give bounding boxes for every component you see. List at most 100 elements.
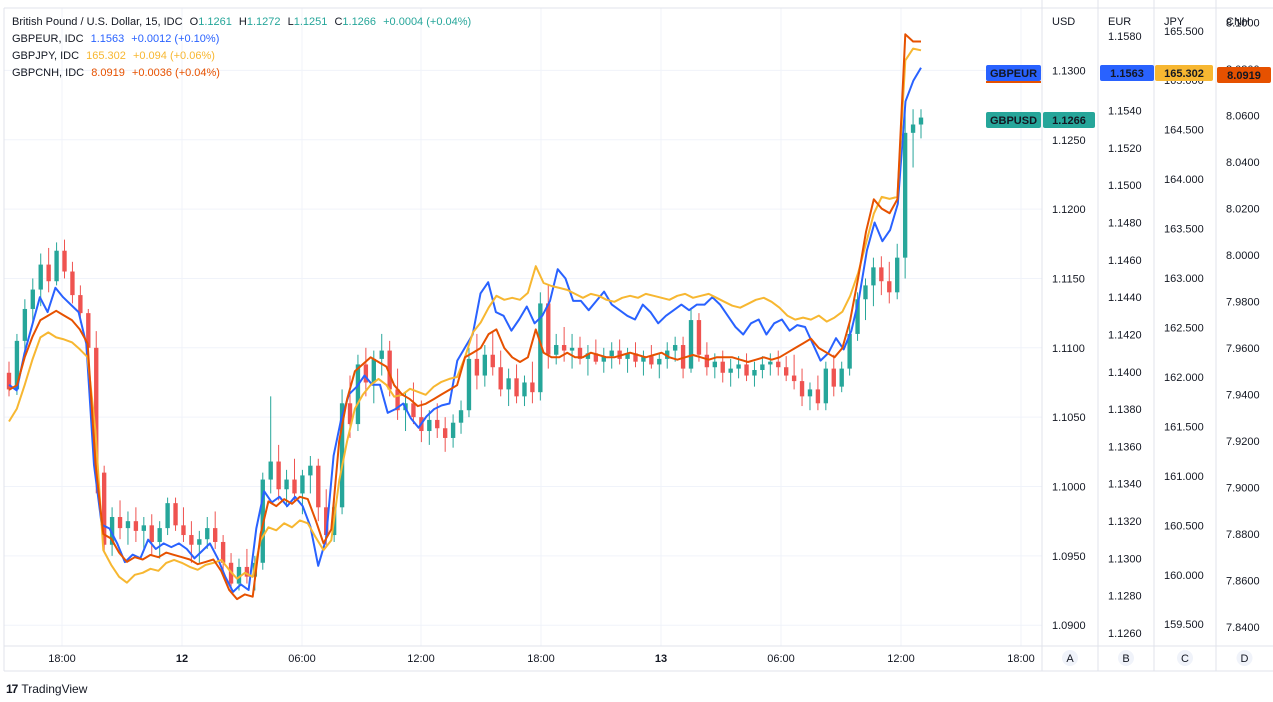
- legend-low-label: L: [287, 16, 294, 28]
- candle-body: [696, 320, 702, 355]
- candle-body: [649, 356, 654, 365]
- candle-body: [910, 124, 916, 133]
- axis-tick-label: 1.1460: [1108, 255, 1142, 267]
- candle-body: [133, 521, 139, 531]
- candle-body: [506, 378, 511, 390]
- candle-body: [213, 528, 218, 542]
- candle-body: [14, 340, 20, 390]
- legend-open-label: O: [189, 16, 199, 28]
- candle-body: [561, 345, 567, 351]
- legend-open-value: 1.1261: [198, 16, 232, 28]
- axis-tick-label: 1.1000: [1052, 482, 1086, 494]
- candle-body: [863, 285, 868, 300]
- candle-body: [149, 525, 154, 542]
- candle-body: [292, 479, 297, 494]
- time-tick-label: 06:00: [288, 653, 316, 665]
- legend-gbpcnh-value: 8.0919: [91, 67, 125, 79]
- axis-tick-label: 8.0000: [1226, 250, 1260, 262]
- legend-row-gbpeur[interactable]: GBPEUR, IDC 1.1563 +0.0012 (+0.10%): [12, 31, 475, 48]
- candle-body: [554, 345, 559, 355]
- axis-header-usd: USD: [1052, 16, 1075, 28]
- legend-row-gbpcnh[interactable]: GBPCNH, IDC 8.0919 +0.0036 (+0.04%): [12, 65, 475, 82]
- legend-gbpcnh-name: GBPCNH, IDC: [12, 67, 85, 79]
- candle-body: [387, 350, 392, 390]
- candle-body: [458, 410, 464, 423]
- axis-tick-label: 1.0900: [1052, 620, 1086, 632]
- axis-footer-label: C: [1181, 653, 1189, 665]
- gbpeur-last-value-bg: [1100, 65, 1154, 81]
- tradingview-logo-icon: 17: [6, 682, 18, 696]
- price-axes: USD 1.1300 1.1250 1.1200 1.1150 1.1100 1.1050 1…: [1052, 16, 1260, 666]
- tradingview-brand[interactable]: 17 TradingView: [6, 682, 87, 696]
- candle-body: [791, 375, 797, 382]
- candle-body: [189, 535, 194, 545]
- candle-body: [657, 358, 662, 365]
- candle-body: [680, 345, 686, 369]
- axis-footer-label: B: [1122, 653, 1129, 665]
- axis-tick-label: 8.1000: [1226, 18, 1260, 30]
- candle-body: [276, 461, 281, 490]
- candle-body: [902, 132, 908, 258]
- axis-tick-label: 159.500: [1164, 619, 1204, 631]
- legend-low-value: 1.1251: [293, 16, 328, 28]
- candle-body: [720, 361, 725, 373]
- candle-body: [284, 479, 289, 490]
- axis-tick-label: 1.1360: [1108, 441, 1142, 453]
- time-tick-label: 12:00: [887, 653, 915, 665]
- legend-close-label: C: [334, 16, 343, 28]
- candle-body: [776, 361, 781, 368]
- candle-body: [823, 368, 829, 404]
- legend-main-row[interactable]: British Pound / U.S. Dollar, 15, IDC O1.…: [12, 14, 475, 31]
- axis-tick-label: 1.1050: [1052, 412, 1086, 424]
- legend-high-label: H: [238, 16, 247, 28]
- gbpcnh-last-value-bg: [1217, 67, 1271, 83]
- legend-high: H1.1272: [239, 16, 281, 28]
- legend-high-value: 1.1272: [246, 16, 281, 28]
- gbpusd-tag: GBPUSD: [990, 115, 1037, 127]
- candle-body: [339, 403, 345, 508]
- candle-body: [672, 345, 678, 351]
- axis-tick-label: 164.500: [1164, 125, 1204, 137]
- candle-body: [490, 354, 495, 368]
- series-line-gbpcnh: [8, 33, 921, 601]
- candle-body: [101, 472, 107, 545]
- axis-tick-label: 1.1400: [1108, 367, 1142, 379]
- candle-body: [498, 367, 503, 390]
- candle-body: [768, 361, 773, 365]
- axis-tick-label: 161.500: [1164, 421, 1204, 433]
- candle-body: [752, 369, 757, 376]
- legend-row-gbpjpy[interactable]: GBPJPY, IDC 165.302 +0.094 (+0.06%): [12, 48, 475, 65]
- axis-header-eur: EUR: [1108, 16, 1131, 28]
- candle-body: [450, 422, 456, 438]
- axis-tick-label: 1.1380: [1108, 404, 1142, 416]
- axis-tick-label: 163.500: [1164, 224, 1204, 236]
- axis-tick-label: 161.000: [1164, 471, 1204, 483]
- candle-body: [371, 358, 376, 383]
- axis-footer-label: D: [1241, 653, 1249, 665]
- candle-body: [466, 358, 472, 411]
- candle-body: [86, 313, 91, 348]
- candle-body: [474, 358, 480, 376]
- candle-body: [173, 503, 178, 526]
- axis-header-jpy: JPY: [1164, 16, 1185, 28]
- candle-body: [688, 320, 694, 369]
- candle-body: [125, 521, 131, 529]
- candle-body: [522, 382, 527, 397]
- candle-body: [815, 389, 821, 404]
- candle-body: [530, 382, 535, 393]
- axis-tick-label: 7.9800: [1226, 297, 1260, 309]
- gbpusd-tag-bg: [986, 112, 1041, 128]
- candle-body: [54, 250, 59, 282]
- axis-tick-label: 1.1200: [1052, 204, 1086, 216]
- candle-body: [379, 350, 384, 359]
- candle-body: [316, 465, 321, 508]
- axis-tick-label: 1.0950: [1052, 551, 1086, 563]
- axis-tick-label: 165.500: [1164, 26, 1204, 38]
- time-tick-label: 13: [655, 653, 667, 665]
- brand-name: TradingView: [21, 682, 88, 696]
- candle-body: [181, 525, 186, 536]
- time-tick-label: 06:00: [767, 653, 795, 665]
- candle-body: [165, 503, 170, 529]
- axis-tick-label: 8.0600: [1226, 111, 1260, 123]
